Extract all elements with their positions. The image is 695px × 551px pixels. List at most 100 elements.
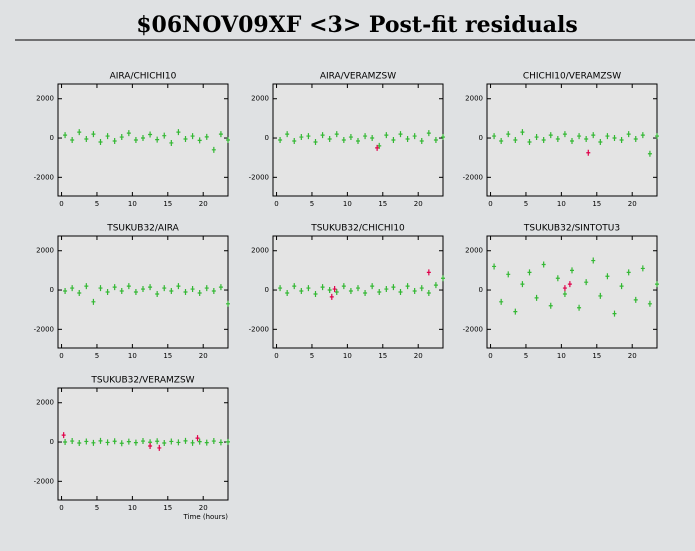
- residual-point: [441, 275, 445, 282]
- residual-point: [405, 136, 410, 143]
- residual-point: [363, 133, 368, 140]
- residual-point: [190, 286, 195, 293]
- residual-point: [141, 135, 145, 142]
- x-axis-label: Time (hours): [183, 513, 229, 521]
- residual-point: [534, 134, 539, 141]
- residual-point: [398, 289, 403, 295]
- residual-point: [91, 298, 96, 305]
- residual-point: [527, 138, 532, 145]
- residual-point: [105, 289, 110, 295]
- x-tick-label: 0: [274, 200, 278, 208]
- residual-point: [204, 439, 209, 446]
- residual-point: [647, 150, 652, 157]
- residual-point: [176, 283, 181, 290]
- residual-point: [155, 438, 160, 445]
- residual-point: [77, 129, 82, 136]
- residual-point: [204, 133, 209, 140]
- residual-point: [570, 267, 574, 274]
- y-tick-label: 0: [479, 286, 483, 294]
- x-tick-label: 10: [128, 200, 137, 208]
- residual-point: [278, 285, 283, 292]
- panel-title: AIRA/VERAMZSW: [320, 72, 396, 82]
- residual-point: [377, 142, 382, 149]
- plot-area: [486, 235, 658, 349]
- residual-point: [278, 137, 283, 143]
- residual-point: [126, 283, 131, 290]
- y-tick-label: 2000: [36, 95, 54, 103]
- x-tick-label: 15: [378, 200, 387, 208]
- residual-point: [91, 131, 96, 138]
- residual-point: [84, 283, 89, 290]
- y-tick-label: 0: [265, 134, 269, 142]
- residual-point: [84, 438, 89, 445]
- x-tick-label: 0: [59, 200, 63, 208]
- residual-point: [562, 290, 567, 297]
- residual-point: [375, 144, 380, 151]
- residual-point: [63, 288, 68, 295]
- residual-point: [126, 130, 131, 137]
- residual-point: [299, 134, 304, 141]
- residual-point: [133, 289, 138, 295]
- residual-point: [562, 285, 567, 292]
- x-tick-label: 20: [199, 504, 208, 512]
- residual-point: [499, 137, 504, 144]
- residual-point: [356, 285, 360, 292]
- residual-point: [320, 132, 325, 139]
- residual-point: [183, 289, 188, 295]
- residual-point: [612, 310, 617, 317]
- y-tick-label: 0: [50, 438, 54, 446]
- residual-point: [176, 129, 181, 136]
- residual-point: [218, 131, 223, 138]
- panel-title: AIRA/CHICHI10: [110, 72, 177, 82]
- residual-point: [195, 435, 200, 442]
- residual-point: [61, 432, 66, 439]
- panel-title: TSUKUB32/CHICHI10: [310, 224, 405, 234]
- residual-point: [534, 294, 539, 301]
- residual-point: [112, 137, 117, 144]
- residual-point: [441, 134, 445, 141]
- residual-point: [391, 284, 396, 291]
- residual-point: [555, 136, 560, 143]
- residual-point: [598, 292, 603, 299]
- residual-point: [341, 283, 346, 290]
- y-tick-label: -2000: [249, 325, 269, 333]
- residual-point: [370, 135, 375, 142]
- residual-point: [91, 439, 96, 446]
- y-tick-label: 2000: [36, 247, 54, 255]
- residual-point: [419, 137, 424, 144]
- residual-point: [633, 296, 638, 303]
- residual-point: [377, 289, 382, 295]
- residual-point: [356, 137, 360, 144]
- residual-point: [499, 298, 504, 305]
- residual-point: [633, 136, 638, 143]
- x-tick-label: 20: [628, 200, 637, 208]
- residual-point: [598, 138, 603, 145]
- residual-point: [412, 133, 417, 140]
- x-tick-label: 5: [95, 504, 99, 512]
- residual-point: [370, 283, 375, 290]
- residual-point: [98, 138, 103, 145]
- y-tick-label: 2000: [465, 247, 483, 255]
- residual-point: [577, 133, 582, 140]
- y-tick-label: -2000: [249, 173, 269, 181]
- residual-point: [384, 132, 389, 139]
- residual-point: [391, 137, 396, 143]
- residual-point: [169, 139, 174, 146]
- residual-point: [492, 263, 497, 270]
- y-tick-label: 2000: [36, 399, 54, 407]
- residual-point: [426, 289, 431, 296]
- residual-point: [183, 437, 188, 444]
- residual-point: [169, 438, 174, 445]
- residual-point: [162, 285, 167, 292]
- residual-point: [426, 130, 431, 137]
- residual-point: [226, 137, 230, 143]
- residual-point: [655, 281, 659, 288]
- residual-point: [112, 284, 117, 291]
- residual-point: [148, 131, 153, 138]
- residual-point: [426, 269, 431, 276]
- residual-point: [433, 137, 438, 143]
- residual-point: [306, 285, 311, 292]
- residual-point: [520, 281, 525, 288]
- x-tick-label: 5: [524, 200, 528, 208]
- x-tick-label: 0: [59, 352, 63, 360]
